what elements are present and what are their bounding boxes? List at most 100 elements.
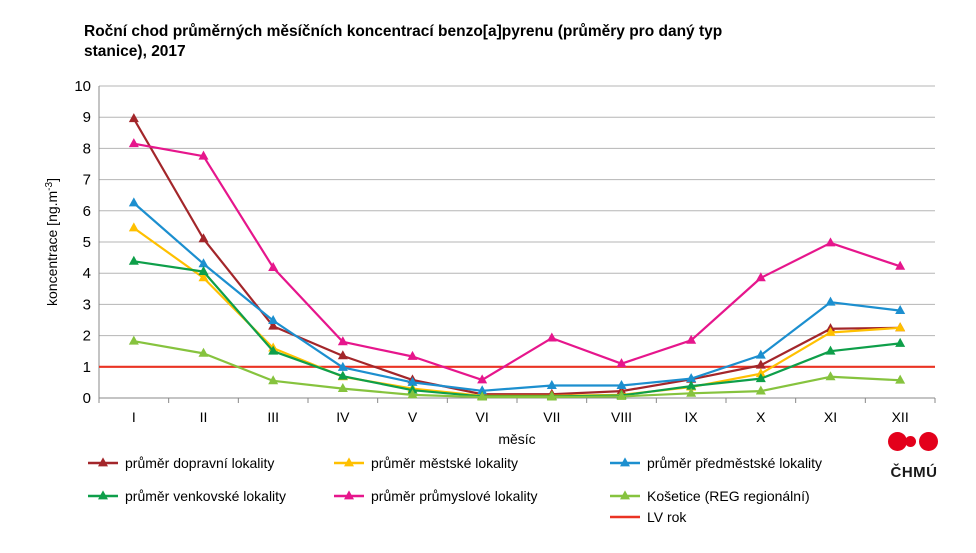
data-point-marker [198, 233, 209, 243]
data-point-marker [755, 359, 766, 369]
data-point-marker [268, 320, 279, 330]
data-point-marker [128, 197, 139, 207]
data-point-marker [616, 379, 627, 389]
data-point-marker [755, 368, 766, 378]
logo-dot-right [919, 432, 938, 451]
data-point-marker [825, 326, 836, 336]
data-point-marker [337, 370, 348, 380]
legend-label: průměr venkovské lokality [125, 488, 286, 504]
y-tick-label: 5 [83, 234, 91, 251]
x-tick-label: IV [336, 409, 350, 425]
data-point-marker [686, 373, 697, 383]
data-point-marker [198, 150, 209, 160]
y-tick-label: 1 [83, 359, 91, 376]
legend-marker [344, 490, 354, 500]
y-tick-label: 3 [83, 296, 91, 313]
x-tick-label: XII [892, 409, 909, 425]
data-point-marker [268, 262, 279, 272]
chart-title-line-1: Roční chod průměrných měsíčních koncentr… [84, 23, 723, 40]
data-point-marker [268, 375, 279, 385]
data-point-marker [755, 385, 766, 395]
y-axis-label: koncentrace [ng.m-3] [44, 178, 60, 306]
series-line [133, 202, 901, 392]
data-point-marker [825, 345, 836, 355]
data-point-marker [825, 296, 836, 306]
x-tick-label: IX [685, 409, 699, 425]
legend-label: průměr dopravní lokality [125, 455, 274, 471]
chmu-logo: ČHMÚ [884, 430, 944, 490]
data-point-marker [755, 373, 766, 383]
data-point-marker [477, 391, 488, 401]
y-tick-label: 9 [83, 109, 91, 126]
x-tick-label: II [200, 409, 208, 425]
data-point-marker [895, 322, 906, 332]
data-point-marker [546, 332, 557, 342]
data-point-marker [337, 350, 348, 360]
chart-title: Roční chod průměrných měsíčních koncentr… [84, 22, 944, 62]
y-tick-label: 2 [83, 328, 91, 345]
x-tick-label: VI [476, 409, 489, 425]
data-point-marker [546, 379, 557, 389]
x-tick-label: I [132, 409, 136, 425]
data-point-marker [337, 383, 348, 393]
logo-dot-left [888, 432, 907, 451]
legend-marker [98, 490, 108, 500]
data-point-marker [128, 138, 139, 148]
data-point-marker [198, 258, 209, 268]
x-tick-label: XI [824, 409, 837, 425]
x-tick-label: X [756, 409, 766, 425]
data-point-marker [407, 350, 418, 360]
logo-text: ČHMÚ [890, 464, 938, 481]
legend-marker [98, 457, 108, 467]
data-point-marker [895, 374, 906, 384]
data-point-marker [407, 384, 418, 394]
x-tick-label: III [267, 409, 279, 425]
data-point-marker [198, 272, 209, 282]
data-point-marker [407, 376, 418, 386]
x-tick-label: VIII [611, 409, 632, 425]
data-point-marker [686, 334, 697, 344]
y-tick-label: 6 [83, 203, 91, 220]
data-point-marker [616, 390, 627, 400]
legend-label: LV rok [647, 509, 687, 525]
legend-label: průměr městské lokality [371, 455, 518, 471]
data-point-marker [268, 345, 279, 355]
data-point-marker [895, 260, 906, 270]
x-tick-label: V [408, 409, 418, 425]
data-point-marker [895, 305, 906, 315]
x-tick-label: VII [543, 409, 560, 425]
data-point-marker [198, 266, 209, 276]
data-point-marker [198, 347, 209, 357]
legend-label: Košetice (REG regionální) [647, 488, 810, 504]
legend-label: průměr průmyslové lokality [371, 488, 538, 504]
data-point-marker [686, 380, 697, 390]
legend-marker [344, 457, 354, 467]
data-point-marker [128, 113, 139, 123]
data-point-marker [128, 222, 139, 232]
series-line [132, 118, 901, 396]
chart-title-line-2: stanice), 2017 [84, 43, 186, 60]
data-point-marker [477, 385, 488, 395]
data-point-marker [686, 387, 697, 397]
data-point-marker [546, 391, 557, 401]
data-point-marker [407, 389, 418, 399]
data-point-marker [825, 371, 836, 381]
y-tick-label: 7 [83, 172, 91, 189]
series-line [133, 340, 901, 399]
x-axis-label: měsíc [498, 431, 535, 447]
y-tick-label: 8 [83, 140, 91, 157]
y-tick-label: 0 [83, 390, 91, 407]
data-point-marker [477, 374, 488, 384]
y-tick-label: 4 [83, 265, 91, 282]
y-tick-label: 10 [74, 78, 91, 95]
logo-dot-middle [905, 436, 916, 447]
data-point-marker [337, 336, 348, 346]
data-point-marker [128, 255, 139, 265]
data-point-marker [825, 237, 836, 247]
legend-marker [620, 490, 630, 500]
data-point-marker [755, 272, 766, 282]
legend-marker [620, 457, 630, 467]
legend-label: průměr předměstské lokality [647, 455, 822, 471]
